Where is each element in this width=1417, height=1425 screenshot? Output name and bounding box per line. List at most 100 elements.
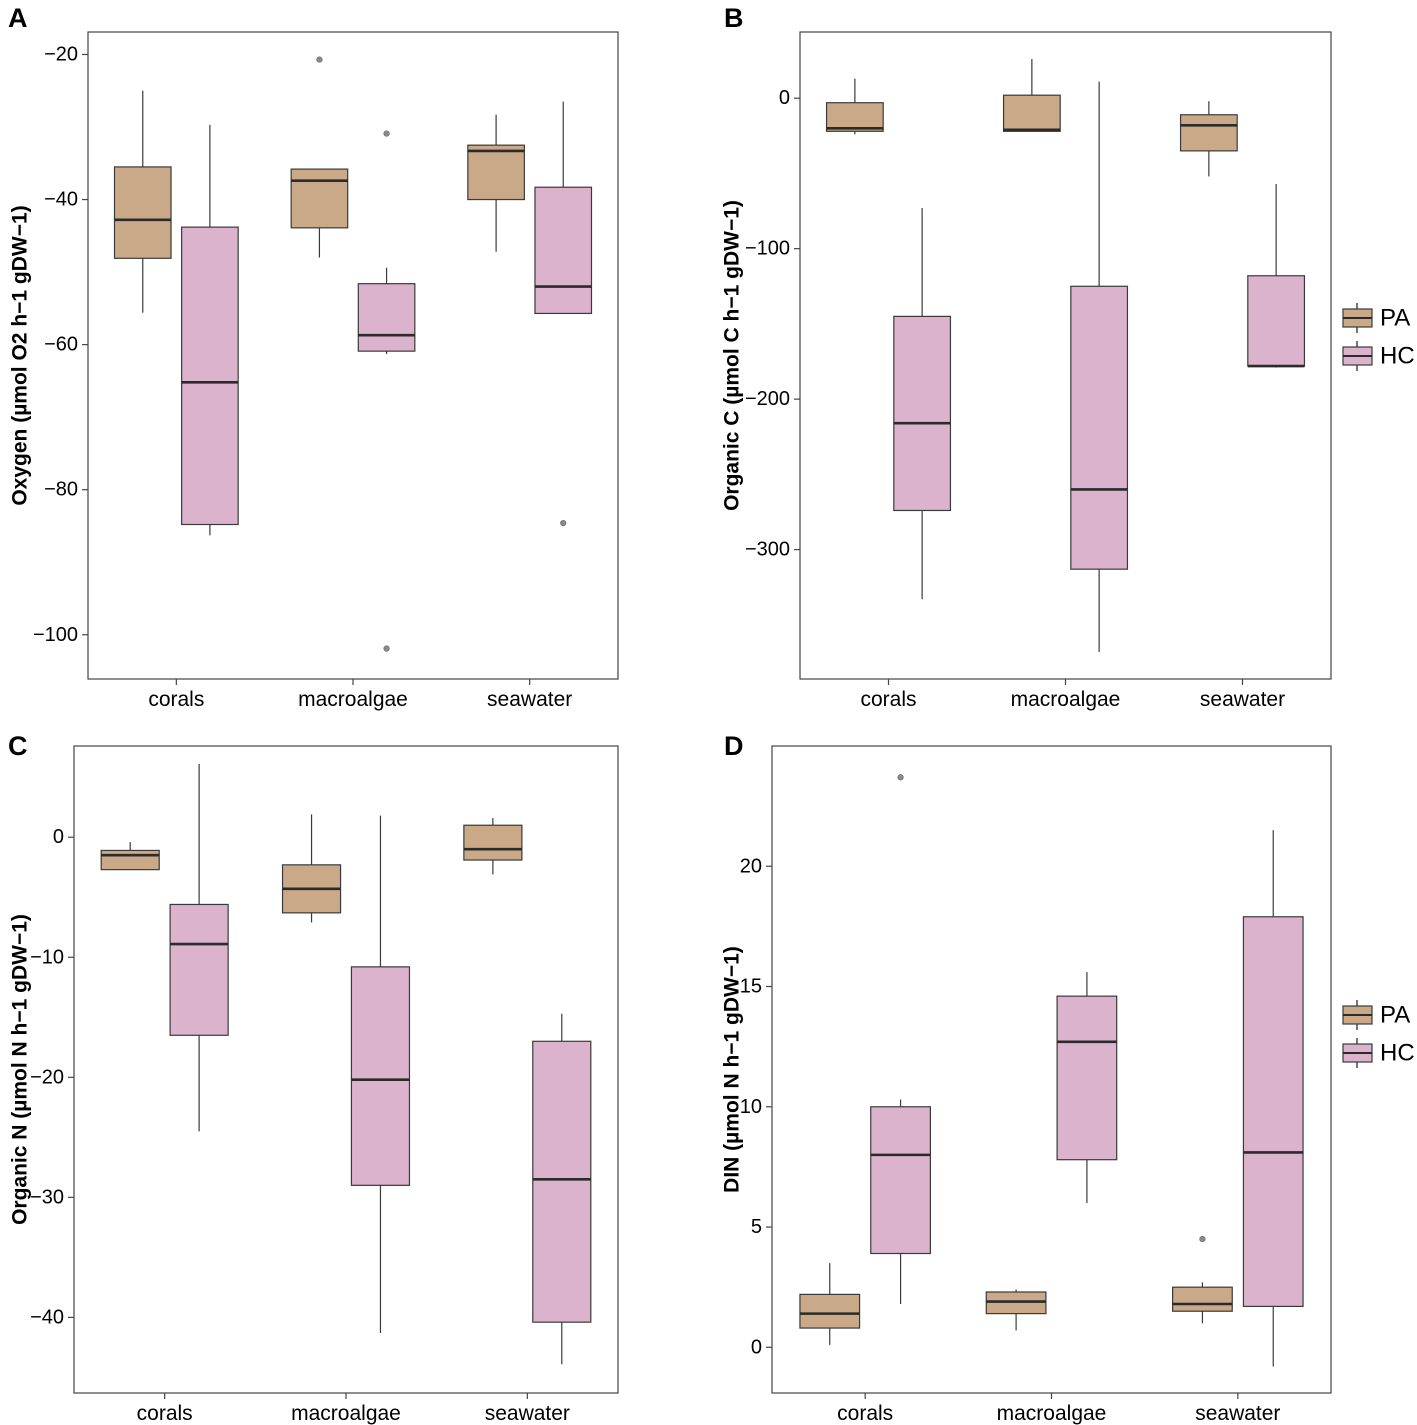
y-tick-label: −30 (30, 1186, 64, 1208)
outlier-point (383, 130, 390, 137)
y-tick-label: 0 (53, 826, 64, 848)
panel-b: B Organic C (µmol C h−1 gDW−1) 0 −100 −200 −3… (721, 3, 1415, 711)
box-pa-macroalgae (985, 1289, 1047, 1331)
y-tick-label: 15 (740, 976, 762, 998)
box-body (169, 903, 229, 1036)
box-pa-macroalgae (281, 814, 342, 923)
x-tick-label: seawater (485, 1402, 570, 1425)
panel-a: A Oxygen (µmol O2 h−1 gDW−1) −20 −40 −60 −80 −… (8, 3, 619, 711)
box-body (1179, 114, 1238, 152)
box-hc-seawater (534, 101, 593, 527)
box-body (1002, 94, 1061, 132)
box-body (1070, 285, 1129, 570)
box-hc-corals (181, 124, 239, 536)
box-body (467, 144, 525, 201)
legend-label-hc: HC (1380, 343, 1415, 370)
plot-frame (73, 745, 619, 1394)
box-body (100, 849, 160, 871)
box-body (357, 283, 416, 352)
y-tick-label: −20 (30, 1066, 64, 1088)
y-axis-title: DIN (µmol N h−1 gDW−1) (721, 946, 744, 1193)
box-hc-macroalgae (357, 130, 416, 652)
box-pa-seawater (467, 114, 525, 252)
box-hc-macroalgae (1056, 972, 1118, 1203)
outlier-point (897, 774, 904, 781)
box-body (113, 166, 172, 259)
panel-letter: B (724, 3, 744, 33)
plot-frame (87, 31, 619, 680)
box-pa-macroalgae (1002, 59, 1061, 132)
box-hc-corals (893, 208, 952, 600)
box-hc-macroalgae (350, 815, 411, 1333)
box-body (1242, 916, 1304, 1308)
x-tick-label: corals (837, 1402, 893, 1425)
box-hc-seawater (1247, 183, 1306, 368)
box-body (1056, 995, 1118, 1161)
box-hc-seawater (532, 1013, 592, 1365)
box-body (350, 966, 411, 1186)
panel-c: C Organic N (µmol N h−1 gDW−1) 0 −10 −20 −30 −… (8, 731, 619, 1425)
x-tick-label: corals (137, 1402, 193, 1425)
y-axis-title: Organic C (µmol C h−1 gDW−1) (721, 200, 744, 511)
panel-letter: A (8, 3, 28, 33)
y-tick-label: 0 (779, 87, 790, 109)
x-tick-label: seawater (1195, 1402, 1280, 1425)
plot-frame (771, 745, 1332, 1394)
y-axis-title: Oxygen (µmol O2 h−1 gDW−1) (9, 205, 32, 505)
box-body (181, 226, 239, 526)
y-tick-label: 0 (751, 1336, 762, 1358)
box-pa-seawater (463, 818, 523, 875)
box-pa-corals (100, 842, 160, 871)
x-tick-label: corals (148, 688, 204, 711)
panel-letter: C (8, 731, 28, 761)
box-body (825, 102, 884, 132)
box-body (1247, 275, 1306, 367)
box-pa-corals (825, 78, 884, 135)
y-tick-label: −80 (44, 479, 78, 501)
box-pa-corals (799, 1263, 861, 1345)
y-tick-label: −10 (30, 946, 64, 968)
y-tick-label: −40 (44, 189, 78, 211)
y-tick-label: −200 (745, 388, 790, 410)
box-body (799, 1293, 861, 1329)
box-hc-corals (169, 764, 229, 1132)
y-tick-label: −40 (30, 1306, 64, 1328)
x-tick-label: macroalgae (997, 1402, 1107, 1425)
box-pa-seawater (1179, 101, 1238, 177)
box-pa-corals (113, 90, 172, 313)
y-tick-label: 20 (740, 855, 762, 877)
box-body (534, 186, 593, 315)
y-tick-label: 5 (751, 1216, 762, 1238)
x-tick-label: corals (860, 688, 916, 711)
box-pa-macroalgae (290, 56, 349, 258)
y-tick-label: −300 (745, 539, 790, 561)
box-hc-seawater (1242, 830, 1304, 1367)
box-hc-corals (870, 774, 931, 1305)
x-tick-label: macroalgae (291, 1402, 401, 1425)
y-axis-title: Organic N (µmol N h−1 gDW−1) (9, 914, 32, 1225)
legend-label-hc: HC (1380, 1040, 1415, 1067)
outlier-point (383, 645, 390, 652)
box-hc-macroalgae (1070, 81, 1129, 652)
panel-letter: D (724, 731, 744, 761)
y-tick-label: 10 (740, 1096, 762, 1118)
box-body (1172, 1286, 1233, 1312)
legend-label-pa: PA (1380, 305, 1410, 332)
legend: PA HC (1342, 303, 1415, 371)
y-tick-label: −100 (745, 238, 790, 260)
plot-frame (799, 31, 1332, 680)
outlier-point (1199, 1235, 1206, 1243)
legend: PA HC (1342, 1000, 1415, 1068)
box-body (532, 1040, 592, 1323)
x-tick-label: seawater (487, 688, 572, 711)
y-tick-label: −100 (33, 624, 78, 646)
outlier-point (316, 56, 323, 63)
panel-d: D DIN (µmol N h−1 gDW−1) 0 5 10 15 20 corals mac… (721, 731, 1415, 1425)
x-tick-label: seawater (1200, 688, 1285, 711)
legend-label-pa: PA (1380, 1002, 1410, 1029)
box-body (463, 824, 523, 861)
outlier-point (560, 519, 567, 527)
y-tick-label: −60 (44, 334, 78, 356)
y-tick-label: −20 (44, 43, 78, 65)
